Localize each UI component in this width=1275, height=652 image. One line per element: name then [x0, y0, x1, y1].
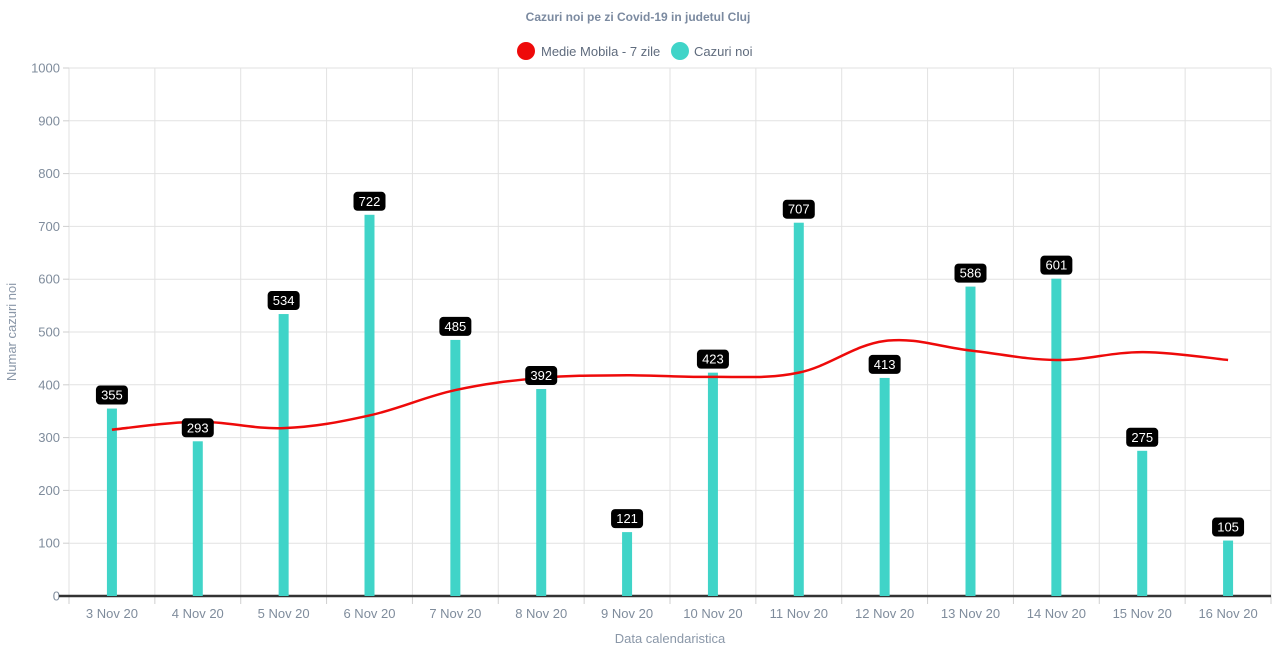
bar	[1051, 278, 1062, 596]
legend-marker-new-cases	[671, 42, 689, 60]
data-label-box	[1212, 517, 1245, 537]
line-series-moving-average	[111, 338, 1229, 431]
y-tick-label: 200	[38, 483, 60, 498]
bar	[707, 372, 718, 596]
data-label: 275	[1131, 430, 1153, 445]
data-label-box	[95, 385, 128, 405]
data-label: 413	[874, 357, 896, 372]
data-label-box	[1040, 255, 1073, 275]
y-tick-label: 600	[38, 272, 60, 287]
data-label: 293	[187, 420, 209, 435]
data-label-box	[782, 199, 815, 219]
bar	[278, 314, 289, 596]
legend-label-moving-average: Medie Mobila - 7 zile	[541, 44, 660, 59]
x-tick-label: 11 Nov 20	[770, 606, 828, 621]
legend-label-new-cases: Cazuri noi	[694, 44, 753, 59]
bar-series-new-cases	[106, 214, 1234, 597]
bar	[1137, 450, 1148, 596]
x-tick-label: 8 Nov 20	[515, 606, 567, 621]
data-label-box	[611, 509, 644, 529]
x-tick-label: 15 Nov 20	[1113, 606, 1172, 621]
data-label-box	[439, 316, 472, 336]
chart-title: Cazuri noi pe zi Covid-19 in judetul Clu…	[526, 10, 751, 24]
data-label-box	[1126, 427, 1159, 447]
data-label: 707	[788, 202, 810, 217]
data-label: 601	[1046, 258, 1068, 273]
y-tick-label: 400	[38, 377, 60, 392]
bar	[450, 339, 461, 596]
data-label: 121	[616, 511, 638, 526]
y-axis-title: Numar cazuri noi	[4, 283, 19, 381]
y-tick-label: 1000	[31, 61, 60, 76]
bar	[106, 408, 117, 596]
data-label-box	[696, 349, 729, 369]
legend-marker-moving-average	[517, 42, 535, 60]
data-label-box	[525, 366, 558, 386]
y-axis: 0 100 200 300 400 500 600 700 800 900 1000	[31, 61, 69, 604]
x-tick-label: 10 Nov 20	[683, 606, 742, 621]
x-axis-title: Data calendaristica	[615, 631, 726, 646]
legend-item-new-cases[interactable]: Cazuri noi	[671, 42, 753, 60]
y-tick-label: 900	[38, 113, 60, 128]
x-tick-label: 14 Nov 20	[1027, 606, 1086, 621]
data-label: 586	[960, 266, 982, 281]
data-label-box	[267, 291, 300, 311]
data-label: 423	[702, 352, 724, 367]
x-tick-label: 5 Nov 20	[258, 606, 310, 621]
gridlines	[68, 67, 1272, 596]
x-tick-label: 7 Nov 20	[429, 606, 481, 621]
data-label: 355	[101, 388, 123, 403]
data-label: 105	[1217, 520, 1239, 535]
data-label: 485	[445, 319, 467, 334]
data-label-box	[954, 263, 987, 283]
bar	[1223, 540, 1234, 596]
data-label: 534	[273, 293, 295, 308]
bar	[536, 389, 547, 596]
bar	[793, 222, 804, 597]
x-tick-label: 6 Nov 20	[343, 606, 395, 621]
legend: Medie Mobila - 7 zile Cazuri noi	[517, 42, 753, 60]
x-tick-label: 3 Nov 20	[86, 606, 138, 621]
data-label: 392	[530, 368, 552, 383]
y-tick-label: 800	[38, 166, 60, 181]
x-tick-label: 13 Nov 20	[941, 606, 1000, 621]
data-label-box	[868, 354, 901, 374]
legend-item-moving-average[interactable]: Medie Mobila - 7 zile	[517, 42, 660, 60]
data-label: 722	[359, 194, 381, 209]
bar	[192, 441, 203, 596]
data-labels: 355 293 534 722 485 392 121 423 707 413 586 601 275 1…	[95, 191, 1245, 537]
x-tick-label: 12 Nov 20	[855, 606, 914, 621]
y-tick-label: 700	[38, 219, 60, 234]
y-tick-label: 0	[53, 589, 60, 604]
bar	[622, 532, 633, 596]
y-tick-label: 300	[38, 430, 60, 445]
data-label-box	[181, 418, 214, 438]
data-label-box	[353, 191, 386, 211]
x-tick-label: 16 Nov 20	[1198, 606, 1257, 621]
y-tick-label: 100	[38, 536, 60, 551]
x-axis: 3 Nov 20 4 Nov 20 5 Nov 20 6 Nov 20 7 Nov 20…	[59, 594, 1272, 621]
x-tick-label: 4 Nov 20	[172, 606, 224, 621]
y-tick-label: 500	[38, 325, 60, 340]
bar	[879, 377, 890, 596]
bar	[965, 286, 976, 596]
x-tick-label: 9 Nov 20	[601, 606, 653, 621]
bar	[364, 214, 375, 596]
